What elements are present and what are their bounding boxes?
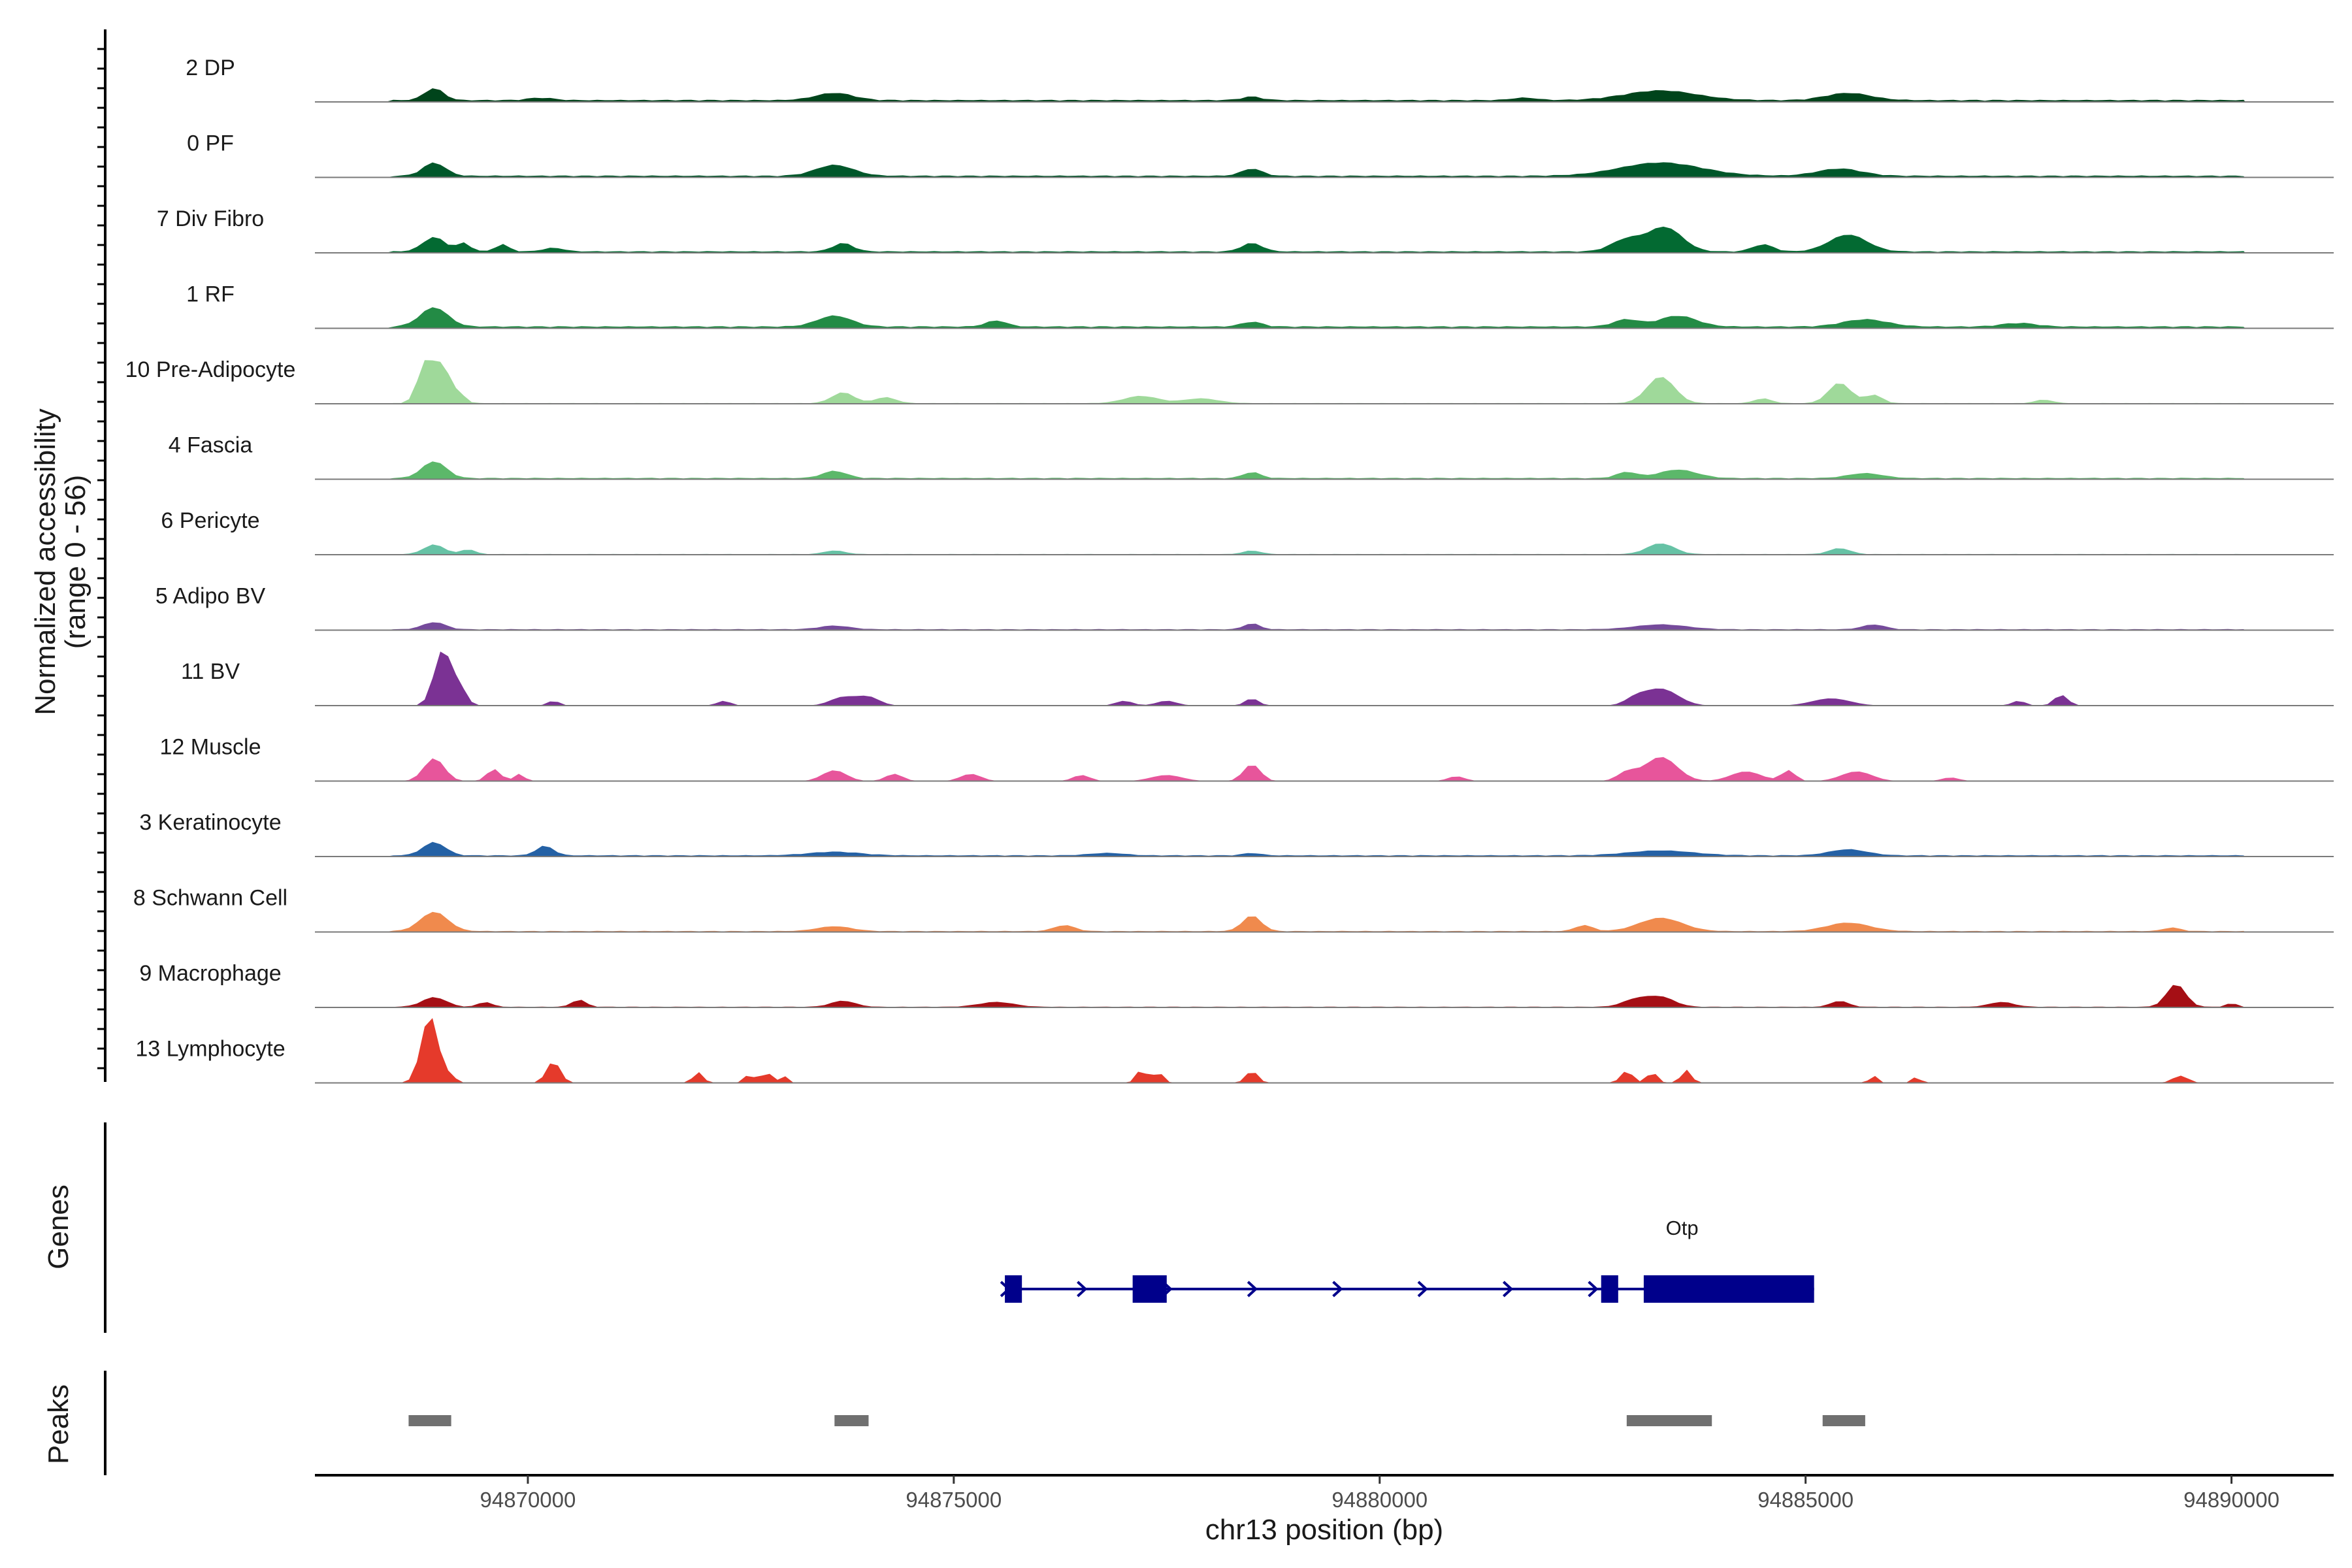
track-6-pericyte: 6 Pericyte (161, 508, 2334, 555)
peak-region (834, 1415, 869, 1426)
x-axis-title: chr13 position (bp) (1205, 1514, 1443, 1546)
coverage-area (315, 360, 2246, 404)
coverage-area (315, 757, 2246, 781)
track-label: 0 PF (187, 131, 234, 156)
peak-region (1822, 1415, 1865, 1426)
coverage-area (315, 461, 2246, 480)
gene-label-otp: Otp (1666, 1217, 1699, 1239)
coverage-tracks: 2 DP 0 PF 7 Div Fibro 1 RF 10 Pre-Adipocyte 4… (125, 56, 2334, 1084)
coverage-area (315, 651, 2246, 706)
gene-exon (1601, 1275, 1618, 1303)
coverage-area (315, 544, 2246, 555)
x-tick-label: 94885000 (1757, 1488, 1854, 1512)
track-9-macrophage: 9 Macrophage (139, 961, 2334, 1008)
track-1-rf: 1 RF (186, 282, 2334, 329)
coverage-area (315, 911, 2246, 932)
track-11-bv: 11 BV (181, 651, 2334, 706)
x-tick-label: 94890000 (2183, 1488, 2279, 1512)
track-2-dp: 2 DP (186, 56, 2334, 103)
track-8-schwann-cell: 8 Schwann Cell (133, 886, 2334, 933)
track-label: 3 Keratinocyte (139, 810, 281, 835)
coverage-area (315, 307, 2246, 329)
track-label: 4 Fascia (169, 433, 253, 458)
track-12-muscle: 12 Muscle (160, 735, 2334, 782)
track-label: 12 Muscle (160, 735, 261, 760)
coverage-area (315, 88, 2246, 102)
coverage-area (315, 622, 2246, 630)
track-0-pf: 0 PF (187, 131, 2334, 178)
x-tick-label: 94875000 (906, 1488, 1002, 1512)
coverage-area (315, 1018, 2246, 1083)
track-3-keratinocyte: 3 Keratinocyte (139, 810, 2334, 857)
track-label: 9 Macrophage (139, 961, 281, 986)
coverage-area (315, 226, 2246, 253)
gene-exon (1132, 1275, 1167, 1303)
coverage-y-axis (97, 29, 106, 1082)
coverage-area (315, 985, 2246, 1007)
strand-arrow (1077, 1281, 1088, 1298)
strand-arrow (1332, 1281, 1343, 1298)
genes-panel-label: Genes (42, 1184, 74, 1269)
peak-regions (408, 1415, 1865, 1426)
track-label: 8 Schwann Cell (133, 886, 287, 911)
gene-exon (1643, 1275, 1814, 1303)
track-4-fascia: 4 Fascia (169, 433, 2334, 480)
peaks-panel-label: Peaks (42, 1384, 74, 1464)
y-axis-title-line2: (range 0 - 56) (59, 475, 91, 649)
track-label: 1 RF (186, 282, 235, 307)
y-axis-title-line1: Normalized accessibility (29, 408, 61, 715)
coverage-area (315, 841, 2246, 857)
strand-arrow (1588, 1281, 1599, 1298)
x-axis-ticks: 94870000 94875000 94880000 94885000 94890000 (480, 1475, 2279, 1512)
track-label: 2 DP (186, 56, 235, 80)
strand-arrow (1417, 1281, 1428, 1298)
coverage-area (315, 162, 2246, 178)
track-label: 5 Adipo BV (155, 584, 266, 609)
track-label: 13 Lymphocyte (135, 1037, 285, 1062)
track-10-pre-adipocyte: 10 Pre-Adipocyte (125, 357, 2334, 404)
track-label: 6 Pericyte (161, 508, 259, 533)
peak-region (408, 1415, 451, 1426)
strand-arrow (1247, 1281, 1258, 1298)
strand-arrow (1502, 1281, 1514, 1298)
peak-region (1626, 1415, 1712, 1426)
gene-exon (1005, 1275, 1022, 1303)
track-13-lymphocyte: 13 Lymphocyte (135, 1018, 2334, 1084)
track-label: 7 Div Fibro (157, 206, 264, 231)
x-tick-label: 94880000 (1331, 1488, 1428, 1512)
track-label: 10 Pre-Adipocyte (125, 357, 296, 382)
track-label: 11 BV (181, 659, 240, 684)
track-7-div-fibro: 7 Div Fibro (157, 206, 2334, 253)
x-tick-label: 94870000 (480, 1488, 576, 1512)
gene-model (1000, 1275, 1814, 1303)
track-5-adipo-bv: 5 Adipo BV (155, 584, 2334, 631)
